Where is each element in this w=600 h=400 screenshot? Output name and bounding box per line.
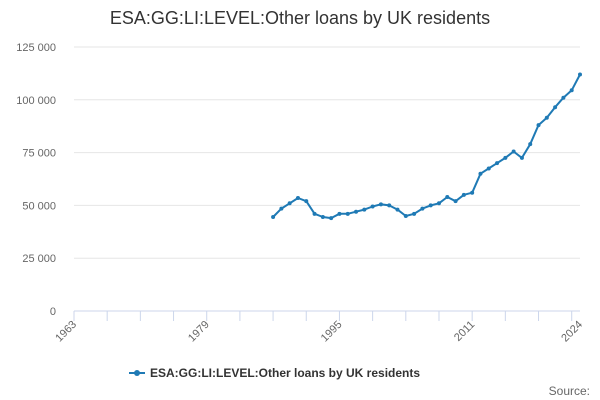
gridlines <box>74 46 580 312</box>
data-point[interactable] <box>271 215 276 220</box>
y-tick-label: 0 <box>50 306 56 318</box>
y-tick-label: 125 000 <box>16 42 56 54</box>
data-point[interactable] <box>428 203 433 208</box>
data-point[interactable] <box>503 155 508 160</box>
y-axis-tick-labels: 0 25 000 50 000 75 000 100 000 125 000 <box>16 42 56 318</box>
data-point[interactable] <box>445 194 450 199</box>
data-point[interactable] <box>544 115 549 120</box>
data-point[interactable] <box>378 202 383 207</box>
data-point[interactable] <box>436 201 441 206</box>
x-axis-tick-labels: 1963 1979 1995 2011 2024 <box>53 319 585 345</box>
data-point[interactable] <box>337 211 342 216</box>
legend-dot-marker <box>134 370 140 376</box>
data-point[interactable] <box>478 171 483 176</box>
data-point[interactable] <box>519 155 524 160</box>
data-point[interactable] <box>345 211 350 216</box>
data-point[interactable] <box>362 207 367 212</box>
data-point[interactable] <box>470 190 475 195</box>
data-point[interactable] <box>312 211 317 216</box>
data-point[interactable] <box>495 161 500 166</box>
x-tick-label: 1963 <box>53 319 79 345</box>
series-group <box>271 72 582 221</box>
x-tick-label: 1979 <box>186 319 212 345</box>
data-point[interactable] <box>395 207 400 212</box>
data-point[interactable] <box>536 123 541 128</box>
data-point[interactable] <box>329 216 334 221</box>
x-tick-label: 2024 <box>559 319 585 345</box>
data-point[interactable] <box>511 149 516 154</box>
legend-label[interactable]: ESA:GG:LI:LEVEL:Other loans by UK reside… <box>150 366 420 380</box>
x-tick-label: 1995 <box>319 319 345 345</box>
data-point[interactable] <box>403 213 408 218</box>
data-point[interactable] <box>561 95 566 100</box>
data-point[interactable] <box>461 192 466 197</box>
data-point[interactable] <box>578 72 582 77</box>
y-tick-label: 25 000 <box>22 253 56 265</box>
y-tick-label: 50 000 <box>22 200 56 212</box>
data-point[interactable] <box>370 204 375 209</box>
x-axis <box>73 310 580 321</box>
data-point[interactable] <box>287 201 292 206</box>
data-point[interactable] <box>420 206 425 211</box>
y-tick-label: 75 000 <box>22 148 56 160</box>
data-point[interactable] <box>412 211 417 216</box>
data-point[interactable] <box>279 206 284 211</box>
data-point[interactable] <box>320 215 325 220</box>
data-point[interactable] <box>486 166 491 171</box>
data-point[interactable] <box>354 209 359 214</box>
chart-title: ESA:GG:LI:LEVEL:Other loans by UK reside… <box>110 8 490 28</box>
data-point[interactable] <box>528 142 533 147</box>
y-tick-label: 100 000 <box>16 95 56 107</box>
source-credit: Source: <box>549 384 590 398</box>
x-tick-label: 2011 <box>452 319 477 344</box>
data-point[interactable] <box>453 199 458 204</box>
data-point[interactable] <box>569 88 574 93</box>
data-point[interactable] <box>295 196 300 201</box>
data-point[interactable] <box>304 199 309 204</box>
series-line <box>272 74 581 220</box>
legend[interactable]: ESA:GG:LI:LEVEL:Other loans by UK reside… <box>129 366 420 380</box>
data-point[interactable] <box>387 203 392 208</box>
data-point[interactable] <box>553 105 558 110</box>
